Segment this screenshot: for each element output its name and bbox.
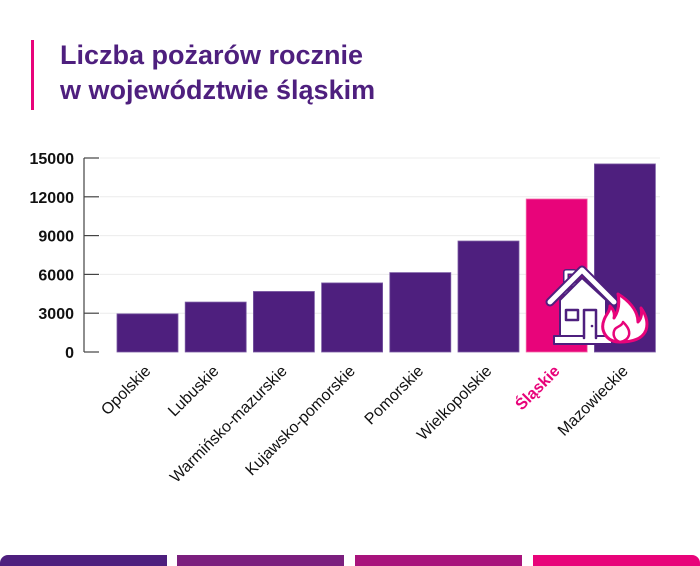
x-tick-label: Pomorskie xyxy=(362,363,428,429)
door xyxy=(582,308,598,340)
bar-5 xyxy=(389,272,452,353)
chart-title: Liczba pożarów rocznie w województwie śl… xyxy=(60,38,375,108)
house-fire-icon xyxy=(545,265,649,345)
y-tick-label: 3000 xyxy=(38,306,74,323)
x-tick-label: Lubuskie xyxy=(165,363,222,420)
y-tick-label: 12000 xyxy=(30,190,75,207)
roof xyxy=(547,267,617,305)
bar-2 xyxy=(184,301,247,353)
window xyxy=(564,308,580,322)
footer-stripe-1 xyxy=(0,555,167,566)
footer-stripe-4 xyxy=(533,555,700,566)
bar-6 xyxy=(457,240,520,353)
chart-title-line-2: w województwie śląskim xyxy=(60,75,376,105)
door-knob xyxy=(590,324,594,328)
footer-stripe-3 xyxy=(355,555,522,566)
footer-stripe-2 xyxy=(177,555,344,566)
x-tick-label: Śląskie xyxy=(511,361,564,414)
x-tick-label: Warmińsko-mazurskie xyxy=(167,363,291,487)
chart-title-line-1: Liczba pożarów rocznie xyxy=(60,40,364,70)
bar-chart: 0 3000 6000 9000 12000 15000 Opolskie LubuskieW… xyxy=(30,151,660,487)
bar-3 xyxy=(252,291,315,353)
y-tick-label: 0 xyxy=(65,345,74,362)
y-tick-label: 9000 xyxy=(38,229,74,246)
x-tick-label: Opolskie xyxy=(98,363,154,419)
bar-4 xyxy=(321,282,384,353)
y-tick-label: 6000 xyxy=(38,267,74,284)
y-tick-label: 15000 xyxy=(30,151,75,168)
bar-1 xyxy=(116,313,179,353)
inner-flame xyxy=(612,320,631,344)
x-tick-label: Mazowieckie xyxy=(555,363,632,440)
title-accent-bar xyxy=(31,40,34,110)
